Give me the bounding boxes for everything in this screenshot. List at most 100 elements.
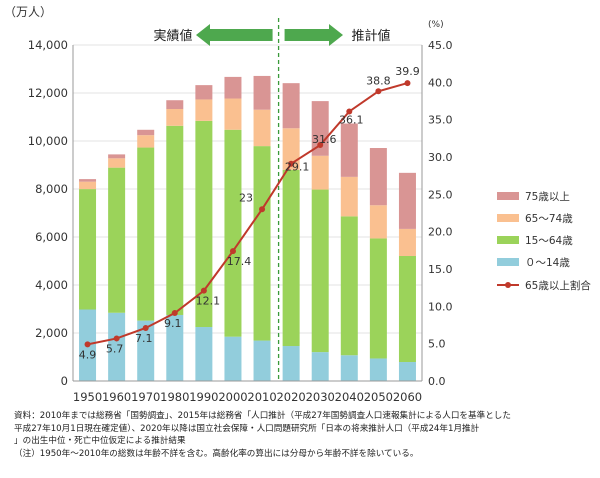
right-tick-label: 30.0: [428, 151, 453, 164]
x-tick-label: 1970: [131, 390, 160, 404]
bar-segment: [166, 100, 184, 110]
aging-rate-point: [375, 88, 382, 95]
right-tick-label: 10.0: [428, 300, 453, 313]
bar-segment: [398, 172, 416, 229]
bar-segment: [79, 189, 97, 310]
legend-swatch: [497, 192, 519, 200]
bar-series: [79, 75, 416, 381]
bar-segment: [369, 148, 387, 206]
aging-rate-label: 39.9: [395, 65, 420, 78]
legend-label: 65～74歳: [525, 213, 573, 225]
aging-rate-point: [404, 80, 411, 87]
legend-swatch: [497, 258, 519, 266]
bar-segment: [195, 85, 213, 100]
bar-segment: [137, 320, 155, 381]
bar-segment: [311, 101, 329, 156]
bar-segment: [195, 99, 213, 121]
aging-rate-label: 12.1: [196, 295, 221, 308]
left-tick-label: 2,000: [35, 326, 68, 340]
aging-rate-label: 36.1: [339, 113, 364, 126]
axes: [72, 45, 423, 382]
right-tick-label: 0.0: [428, 375, 446, 388]
aging-rate-point: [317, 142, 324, 149]
note-line: 資料：2010年までは総務省「国勢調査」、2015年は総務省「人口推計（平成27…: [14, 411, 511, 421]
aging-rate-polyline: [87, 82, 408, 346]
aging-rate-point: [288, 160, 295, 167]
bar-segment: [108, 312, 126, 381]
bar-segment: [79, 179, 97, 182]
actual-label: 実績値: [153, 28, 192, 44]
bar-segment: [282, 83, 300, 129]
bar-segment: [195, 327, 213, 381]
source-notes: 資料：2010年までは総務省「国勢調査」、2015年は総務省「人口推計（平成27…: [14, 410, 594, 460]
legend-swatch: [497, 236, 519, 244]
x-axis-ticks: 1950 1960 1970 1980 1990 2000 2010 2020 2030 2040…: [73, 390, 422, 404]
aging-rate-label: 29.1: [285, 161, 310, 174]
aging-rate-label: 5.7: [106, 342, 124, 355]
bar-segment: [311, 155, 329, 190]
x-tick-label: 1960: [102, 390, 131, 404]
bar-segment: [369, 205, 387, 239]
right-tick-label: 20.0: [428, 226, 453, 239]
aging-rate-point: [84, 341, 91, 348]
aging-rate-point: [346, 108, 353, 115]
left-axis-ticks: 0 2,000 4,000 6,000 8,000 10,000 12,000 14,000: [28, 38, 68, 388]
bar-segment: [137, 147, 155, 321]
bar-segment: [108, 154, 126, 159]
left-arrow-shape: [196, 24, 273, 46]
bar-segment: [79, 181, 97, 190]
note-line: （注）1950年～2010年の総数は年齢不詳を含む。高齢化率の算出には分母から年…: [14, 448, 419, 459]
right-tick-label: 45.0: [428, 39, 453, 52]
legend: 75歳以上 65～74歳 15～64歳 ０～14歳 65歳以上割合: [497, 191, 591, 292]
bar-segment: [253, 75, 271, 110]
x-tick-label: 2040: [335, 390, 364, 404]
bar-segment: [311, 189, 329, 353]
x-tick-label: 2020: [276, 390, 305, 404]
aging-rate-point: [200, 287, 207, 294]
legend-line-marker: [505, 282, 511, 288]
bar-segment: [369, 358, 387, 381]
right-tick-label: 35.0: [428, 114, 453, 127]
aging-rate-point: [229, 248, 236, 255]
right-tick-label: 25.0: [428, 188, 453, 201]
x-tick-label: 2010: [247, 390, 276, 404]
bar-segment: [253, 146, 271, 341]
left-tick-label: 14,000: [28, 38, 68, 52]
bar-segment: [166, 109, 184, 126]
aging-rate-label: 7.1: [135, 332, 153, 345]
right-tick-label: 40.0: [428, 76, 453, 89]
bar-segment: [340, 355, 358, 381]
bar-segment: [282, 169, 300, 347]
aging-rate-label: 31.6: [312, 133, 337, 146]
legend-label: ０～14歳: [525, 257, 570, 269]
bar-segment: [166, 125, 184, 315]
left-tick-label: 0: [61, 374, 68, 388]
bar-segment: [253, 340, 271, 381]
bar-segment: [137, 129, 155, 136]
right-tick-label: 15.0: [428, 263, 453, 276]
bar-segment: [137, 135, 155, 148]
note-line: 平成27年10月1日現在確定値）、2020年以降は国立社会保障・人口問題研究所「…: [14, 423, 480, 434]
aging-rate-label: 4.9: [79, 348, 97, 361]
aging-rate-point: [171, 310, 178, 317]
aging-rate-label: 9.1: [164, 317, 182, 330]
bar-segment: [224, 129, 242, 337]
aging-rate-point: [142, 324, 149, 331]
bar-segment: [195, 120, 213, 328]
aging-rate-label: 38.8: [366, 74, 391, 87]
bar-segment: [282, 128, 300, 170]
left-tick-label: 8,000: [35, 182, 68, 196]
x-tick-label: 1980: [160, 390, 189, 404]
right-axis-ticks: 0.0 5.0 10.0 15.0 20.0 25.0 30.0 35.0 40.0 45.0: [428, 39, 453, 388]
bar-segment: [340, 216, 358, 356]
bar-segment: [166, 314, 184, 381]
legend-label: 65歳以上割合: [525, 279, 591, 292]
aging-rate-line: 4.9 5.7 7.1 9.1 12.1 17.4 23 29.1 31.636.1 38.8 39…: [79, 65, 420, 361]
x-tick-label: 1950: [73, 390, 102, 404]
legend-swatch: [497, 214, 519, 222]
legend-label: 75歳以上: [525, 191, 570, 203]
aging-rate-label: 17.4: [227, 255, 252, 268]
right-tick-label: 5.0: [428, 338, 446, 351]
grid-lines: [73, 44, 422, 382]
right-arrow-shape: [284, 24, 343, 46]
